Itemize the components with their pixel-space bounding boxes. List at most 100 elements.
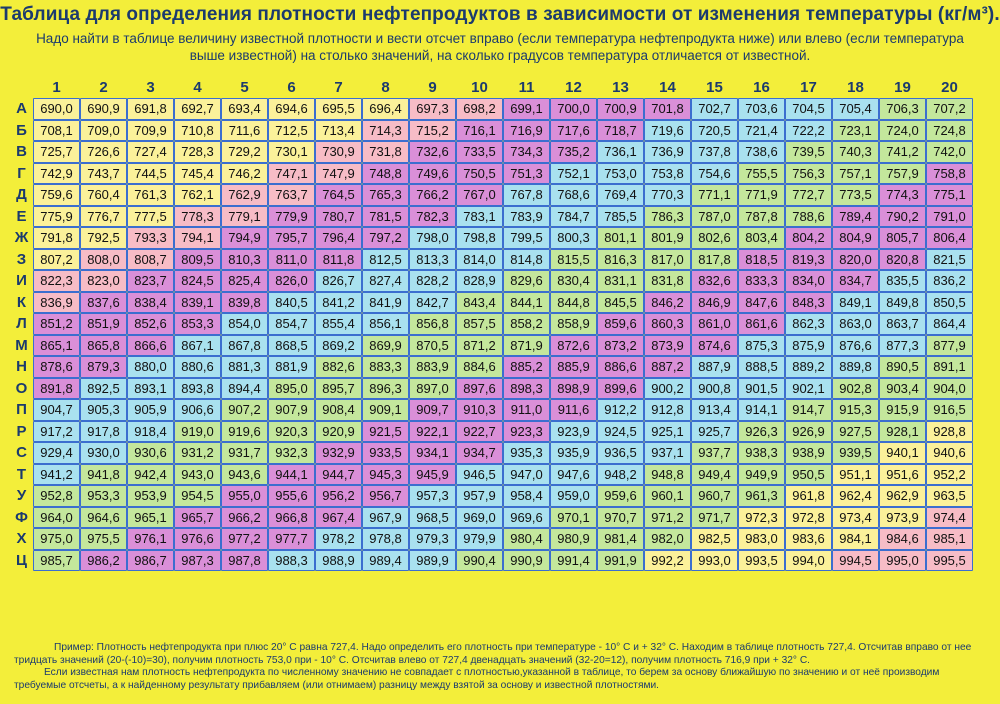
density-cell: 908,4 bbox=[315, 399, 362, 421]
column-header: 15 bbox=[706, 78, 723, 96]
density-cell: 777,5 bbox=[127, 205, 174, 227]
density-cell: 923,3 bbox=[503, 420, 550, 442]
density-cell: 934,7 bbox=[456, 442, 503, 464]
density-cell: 841,2 bbox=[315, 291, 362, 313]
density-cell: 753,0 bbox=[597, 162, 644, 184]
density-cell: 964,6 bbox=[80, 506, 127, 528]
column-header: 3 bbox=[146, 78, 155, 96]
density-cell: 926,9 bbox=[785, 420, 832, 442]
density-cell: 925,7 bbox=[691, 420, 738, 442]
table-row: Ф 964,0 964,6 965,1 965,7 966,2 966,8 967,4 967,… bbox=[10, 506, 973, 528]
density-cell: 817,0 bbox=[644, 248, 691, 270]
density-cell: 877,3 bbox=[879, 334, 926, 356]
density-cell: 863,7 bbox=[879, 313, 926, 335]
density-cell: 796,4 bbox=[315, 227, 362, 249]
density-cell: 905,9 bbox=[127, 399, 174, 421]
density-cell: 763,7 bbox=[268, 184, 315, 206]
density-cell: 982,5 bbox=[691, 528, 738, 550]
density-cell: 805,7 bbox=[879, 227, 926, 249]
density-cell: 892,5 bbox=[80, 377, 127, 399]
density-cell: 764,5 bbox=[315, 184, 362, 206]
density-cell: 744,5 bbox=[127, 162, 174, 184]
density-cell: 739,5 bbox=[785, 141, 832, 163]
footnote-example: Пример: Плотность нефтепродукта при плюс… bbox=[14, 642, 972, 666]
density-cell: 826,0 bbox=[268, 270, 315, 292]
density-cell: 852,6 bbox=[127, 313, 174, 335]
density-cell: 989,9 bbox=[409, 549, 456, 571]
density-cell: 747,9 bbox=[315, 162, 362, 184]
density-cell: 939,5 bbox=[832, 442, 879, 464]
density-cell: 958,4 bbox=[503, 485, 550, 507]
density-cell: 993,5 bbox=[738, 549, 785, 571]
density-cell: 875,9 bbox=[785, 334, 832, 356]
column-header: 9 bbox=[428, 78, 437, 96]
density-cell: 961,3 bbox=[738, 485, 785, 507]
row-header: Ж bbox=[14, 229, 29, 247]
density-cell: 903,4 bbox=[879, 377, 926, 399]
density-cell: 984,6 bbox=[879, 528, 926, 550]
row-header: О bbox=[15, 379, 28, 397]
density-cell: 979,3 bbox=[409, 528, 456, 550]
density-cell: 760,4 bbox=[80, 184, 127, 206]
density-cell: 995,5 bbox=[926, 549, 973, 571]
density-cell: 868,5 bbox=[268, 334, 315, 356]
density-cell: 770,3 bbox=[644, 184, 691, 206]
density-cell: 823,7 bbox=[127, 270, 174, 292]
density-cell: 977,7 bbox=[268, 528, 315, 550]
density-cell: 891,1 bbox=[926, 356, 973, 378]
density-cell: 844,1 bbox=[503, 291, 550, 313]
density-cell: 919,6 bbox=[221, 420, 268, 442]
density-cell: 831,8 bbox=[644, 270, 691, 292]
density-cell: 911,0 bbox=[503, 399, 550, 421]
density-cell: 801,1 bbox=[597, 227, 644, 249]
column-header: 4 bbox=[193, 78, 202, 96]
density-cell: 968,5 bbox=[409, 506, 456, 528]
density-cell: 753,8 bbox=[644, 162, 691, 184]
density-cell: 938,3 bbox=[738, 442, 785, 464]
density-cell: 761,3 bbox=[127, 184, 174, 206]
density-cell: 969,6 bbox=[503, 506, 550, 528]
density-cell: 713,4 bbox=[315, 119, 362, 141]
density-cell: 699,1 bbox=[503, 98, 550, 120]
density-cell: 767,0 bbox=[456, 184, 503, 206]
density-cell: 737,8 bbox=[691, 141, 738, 163]
density-cell: 780,7 bbox=[315, 205, 362, 227]
column-header: 8 bbox=[381, 78, 390, 96]
density-cell: 965,1 bbox=[127, 506, 174, 528]
density-cell: 865,1 bbox=[33, 334, 80, 356]
density-cell: 847,6 bbox=[738, 291, 785, 313]
density-cell: 819,3 bbox=[785, 248, 832, 270]
density-cell: 869,2 bbox=[315, 334, 362, 356]
density-cell: 924,5 bbox=[597, 420, 644, 442]
density-cell: 937,1 bbox=[644, 442, 691, 464]
density-cell: 690,0 bbox=[33, 98, 80, 120]
density-cell: 871,9 bbox=[503, 334, 550, 356]
row-header: Р bbox=[16, 422, 27, 440]
density-cell: 959,6 bbox=[597, 485, 644, 507]
density-cell: 928,8 bbox=[926, 420, 973, 442]
table-row: Д 759,6 760,4 761,3 762,1 762,9 763,7 764,5 765,… bbox=[10, 184, 973, 206]
density-cell: 775,9 bbox=[33, 205, 80, 227]
density-cell: 927,5 bbox=[832, 420, 879, 442]
column-header: 10 bbox=[471, 78, 488, 96]
density-cell: 902,1 bbox=[785, 377, 832, 399]
density-cell: 762,1 bbox=[174, 184, 221, 206]
density-cell: 890,5 bbox=[879, 356, 926, 378]
density-cell: 778,3 bbox=[174, 205, 221, 227]
density-cell: 788,6 bbox=[785, 205, 832, 227]
density-cell: 851,9 bbox=[80, 313, 127, 335]
density-cell: 941,8 bbox=[80, 463, 127, 485]
density-cell: 935,3 bbox=[503, 442, 550, 464]
density-cell: 971,2 bbox=[644, 506, 691, 528]
table-row: Т 941,2 941,8 942,4 943,0 943,6 944,1 944,7 945,… bbox=[10, 463, 973, 485]
table-row: В 725,7 726,6 727,4 728,3 729,2 730,1 730,9 731,… bbox=[10, 141, 973, 163]
density-cell: 921,5 bbox=[362, 420, 409, 442]
density-cell: 694,6 bbox=[268, 98, 315, 120]
density-cell: 703,6 bbox=[738, 98, 785, 120]
density-cell: 936,5 bbox=[597, 442, 644, 464]
density-cell: 843,4 bbox=[456, 291, 503, 313]
density-cell: 952,2 bbox=[926, 463, 973, 485]
density-cell: 947,6 bbox=[550, 463, 597, 485]
table-row: К 836,9 837,6 838,4 839,1 839,8 840,5 841,2 841,… bbox=[10, 291, 973, 313]
density-cell: 899,6 bbox=[597, 377, 644, 399]
